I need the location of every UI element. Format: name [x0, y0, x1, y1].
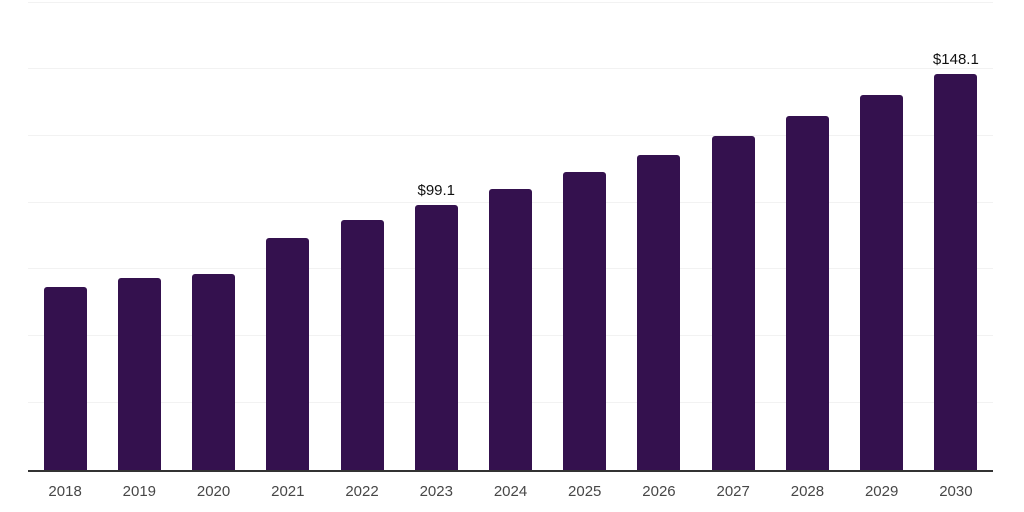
- x-tick-2023: 2023: [419, 483, 453, 500]
- x-tick-2027: 2027: [716, 483, 750, 500]
- gridline: [28, 2, 993, 3]
- x-tick-2025: 2025: [568, 483, 602, 500]
- x-tick-2022: 2022: [345, 483, 379, 500]
- bar-2018: [43, 286, 87, 470]
- x-tick-2024: 2024: [493, 483, 528, 500]
- x-tick-2019: 2019: [122, 483, 157, 500]
- x-tick-2029: 2029: [864, 483, 899, 500]
- plot-area: $99.1 $148.1: [28, 2, 993, 472]
- bar-2021: [266, 237, 310, 470]
- bar-2019: [117, 278, 161, 470]
- x-tick-2030: 2030: [939, 483, 973, 500]
- bar-2023: [414, 204, 458, 470]
- x-tick-2026: 2026: [642, 483, 676, 500]
- bar-2020: [192, 273, 236, 470]
- x-tick-2020: 2020: [196, 483, 231, 500]
- x-tick-2018: 2018: [48, 483, 82, 500]
- bar-2028: [785, 116, 829, 470]
- bar-2029: [860, 95, 904, 470]
- gridline: [28, 67, 993, 69]
- bar-2025: [563, 172, 607, 470]
- gridline: [28, 134, 993, 136]
- bar-2024: [489, 189, 532, 470]
- x-tick-2028: 2028: [790, 483, 825, 500]
- bar-2027: [711, 135, 755, 470]
- data-label-2023: $99.1: [417, 181, 456, 199]
- bar-2030: [934, 73, 978, 470]
- x-axis-labels: 2018 2019 2020 2021 2022 2023 2024 2025 2026 2027…: [28, 483, 993, 505]
- bar-2026: [637, 154, 681, 470]
- bar-2022: [340, 220, 384, 470]
- data-label-2030: $148.1: [932, 50, 979, 68]
- x-tick-2021: 2021: [271, 483, 305, 500]
